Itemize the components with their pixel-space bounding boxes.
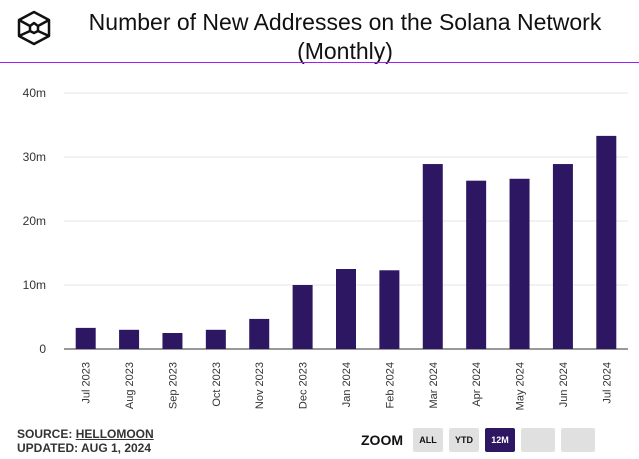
zoom-button-5[interactable]: [561, 428, 595, 452]
bar: [205, 329, 226, 349]
x-tick-label: Jun 2024: [558, 362, 570, 407]
x-tick-label: May 2024: [515, 362, 527, 410]
source-link[interactable]: HELLOMOON: [75, 427, 154, 441]
bar: [119, 329, 140, 349]
x-tick-label: Jul 2023: [81, 362, 93, 404]
x-tick-label: Sep 2023: [167, 362, 179, 409]
y-tick-label: 20m: [23, 214, 46, 228]
title-divider: [0, 62, 639, 63]
title-line-1: Number of New Addresses on the Solana Ne…: [88, 9, 602, 35]
x-tick-label: Aug 2023: [124, 362, 136, 409]
zoom-12m-button[interactable]: 12M: [485, 428, 515, 452]
x-tick-label: Feb 2024: [384, 362, 396, 408]
bar: [249, 318, 270, 349]
y-tick-label: 40m: [23, 86, 46, 100]
bar: [336, 269, 356, 349]
zoom-ytd-button[interactable]: YTD: [449, 428, 479, 452]
x-tick-label: Apr 2024: [471, 362, 483, 407]
zoom-controls: ZOOM ALL YTD 12M: [361, 428, 595, 452]
x-tick-label: Jan 2024: [341, 362, 353, 407]
zoom-button-4[interactable]: [521, 428, 555, 452]
y-tick-label: 10m: [23, 278, 46, 292]
zoom-all-button[interactable]: ALL: [413, 428, 443, 452]
bar: [379, 270, 400, 349]
bar: [292, 285, 313, 349]
x-tick-label: Jul 2024: [601, 362, 613, 404]
x-tick-label: Oct 2023: [211, 362, 223, 407]
bar: [422, 164, 443, 349]
bar: [552, 164, 573, 349]
bar-chart: 0 10m 20m 30m 40m Jul 2023 Aug 2023 Sep 2023 Oct…: [23, 86, 628, 410]
bar: [596, 135, 617, 349]
y-tick-label: 0: [39, 342, 46, 356]
source-label: SOURCE:: [17, 427, 73, 441]
x-tick-label: Nov 2023: [254, 362, 266, 409]
chart-title: Number of New Addresses on the Solana Ne…: [60, 8, 630, 66]
logo-cube-icon: [17, 10, 51, 46]
updated-date: UPDATED: AUG 1, 2024: [17, 441, 152, 455]
y-tick-label: 30m: [23, 150, 46, 164]
x-tick-label: Mar 2024: [428, 362, 440, 408]
zoom-label: ZOOM: [361, 432, 403, 448]
footer-info: SOURCE: HELLOMOON UPDATED: AUG 1, 2024: [17, 427, 154, 455]
bar: [509, 178, 530, 349]
title-line-2: (Monthly): [297, 38, 393, 64]
bar: [162, 333, 183, 349]
x-tick-label: Dec 2023: [298, 362, 310, 409]
bar: [75, 327, 96, 349]
bar: [466, 180, 487, 349]
